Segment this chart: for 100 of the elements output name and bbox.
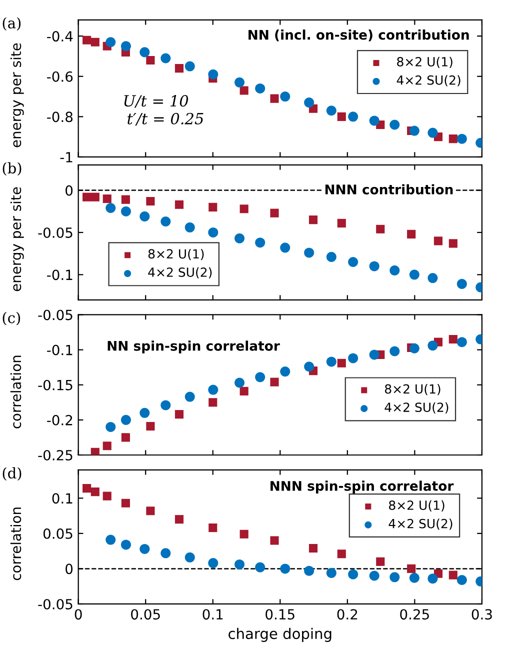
point [448,239,458,248]
annotation: NN (incl. on-site) contribution [248,30,469,42]
x-axis-title: charge doping [228,628,332,642]
point [280,366,290,377]
point [407,564,416,573]
point [428,574,438,584]
point [348,569,358,580]
point [208,384,218,395]
point [280,92,290,102]
point [348,353,358,364]
point [409,343,420,354]
point [106,534,116,545]
point [208,69,218,80]
point [255,372,266,382]
legend-label: 4×2 SU(2) [388,518,452,530]
point [160,53,171,64]
y-tick-label: -0.05 [38,310,72,320]
point [90,488,100,496]
point [308,544,318,553]
point [369,116,380,126]
point [369,570,380,581]
legend-label: 4×2 SU(2) [396,75,460,86]
point [270,536,279,545]
point [304,362,314,372]
point [348,112,358,122]
point [146,422,155,431]
point [146,196,155,206]
point [409,126,420,136]
point [184,222,195,232]
point [255,562,266,572]
annotation: NN spin-spin correlator [108,340,280,354]
point [120,414,131,425]
legend-label: 8×2 U(1) [389,500,444,512]
point [280,242,290,253]
point [428,273,438,284]
annotation: U/t = 10 [124,95,188,108]
point [120,540,131,550]
x-tick-label: 0.05 [131,609,160,620]
point [184,552,195,562]
point [240,386,248,396]
point [160,548,171,558]
point [174,200,184,209]
point [184,61,195,72]
point [82,192,92,202]
x-tick-label: 0.15 [266,609,294,620]
point [121,433,130,442]
point [240,204,248,214]
point [280,564,290,574]
point [456,337,467,348]
point [390,346,400,356]
point [369,261,380,272]
point [82,36,92,44]
x-tick-label: 0.2 [337,609,358,620]
legend-label: 8×2 U(1) [397,56,452,68]
annotation: NNN spin-spin correlator [270,480,454,494]
point [409,270,420,280]
point [102,194,112,203]
point [376,557,385,566]
point [428,128,438,138]
point [270,94,279,103]
legend-label: 4×2 SU(2) [148,267,212,278]
point [407,230,416,238]
legend-label: 4×2 SU(2) [384,402,448,414]
y-axis-title: energy per site [10,43,24,148]
point [270,378,279,386]
x-tick-label: 0.1 [202,609,223,620]
point [456,278,467,289]
point [304,98,314,108]
point [326,252,336,262]
point [326,106,336,116]
point [326,356,336,367]
annotation: NNN contribution [325,184,453,194]
point [174,64,184,73]
point [337,112,346,121]
point [304,248,314,258]
point [120,41,131,52]
point [255,83,266,94]
point [106,202,116,214]
x-tick-label: 0.3 [472,609,492,620]
point [255,238,266,248]
point [120,206,131,216]
y-tick-label: -0.25 [38,450,72,460]
point [270,208,279,218]
point [390,572,400,582]
x-tick-label: 0 [74,609,82,620]
y-tick-label: -0.6 [47,71,73,82]
y-tick-label: 0.05 [43,528,72,539]
point [208,398,218,407]
point [102,442,112,450]
point [90,448,100,455]
point [376,224,385,234]
point [208,524,218,532]
y-tick-label: -1 [60,152,72,162]
point [456,574,467,586]
point [174,410,184,419]
y-tick-label: 0 [66,564,73,574]
point [448,134,458,144]
point [448,334,458,344]
point [121,195,130,204]
text: (a) [2,17,21,31]
